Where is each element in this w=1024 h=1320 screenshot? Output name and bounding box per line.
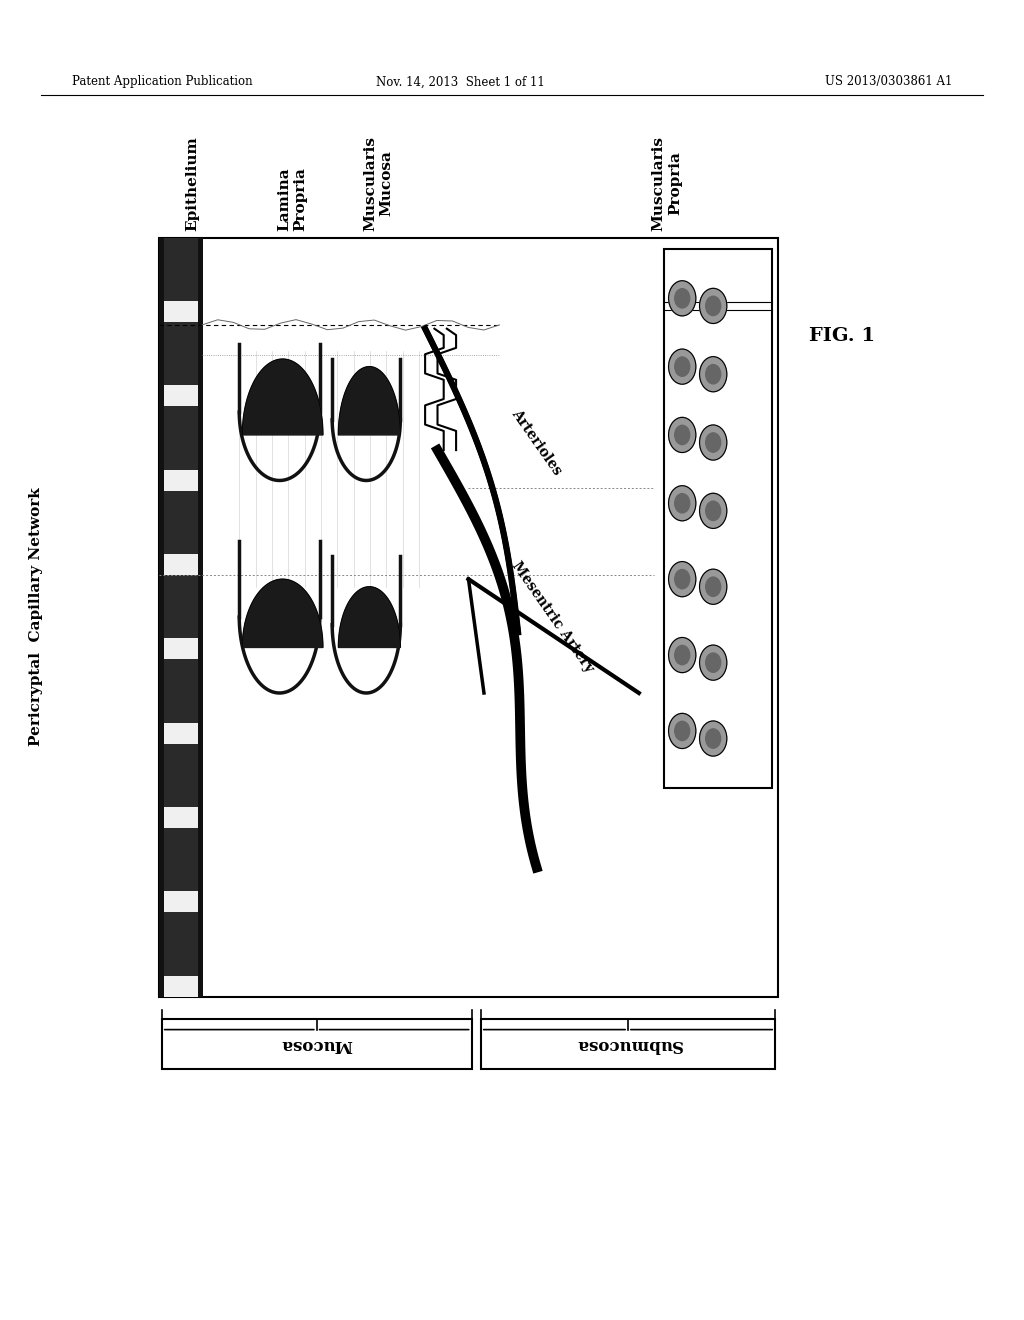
Circle shape xyxy=(675,356,690,376)
Bar xyxy=(164,301,202,322)
Circle shape xyxy=(669,281,696,315)
Bar xyxy=(481,1019,775,1069)
Circle shape xyxy=(675,425,690,445)
Bar xyxy=(164,722,202,743)
Bar xyxy=(164,849,202,870)
Circle shape xyxy=(675,721,690,741)
Circle shape xyxy=(675,569,690,589)
Circle shape xyxy=(699,645,727,680)
Circle shape xyxy=(706,433,721,453)
Circle shape xyxy=(669,561,696,597)
Circle shape xyxy=(706,364,721,384)
Text: US 2013/0303861 A1: US 2013/0303861 A1 xyxy=(825,75,952,88)
Circle shape xyxy=(675,645,690,665)
Circle shape xyxy=(699,721,727,756)
Bar xyxy=(164,638,202,659)
Bar xyxy=(164,512,202,533)
Bar xyxy=(162,1019,472,1069)
Circle shape xyxy=(699,425,727,461)
Circle shape xyxy=(675,289,690,308)
Bar xyxy=(164,259,202,280)
Circle shape xyxy=(706,653,721,672)
Polygon shape xyxy=(338,587,400,647)
Circle shape xyxy=(675,494,690,513)
Polygon shape xyxy=(243,359,323,436)
Text: Arterioles: Arterioles xyxy=(509,407,564,478)
Text: Muscularis
Mucosa: Muscularis Mucosa xyxy=(364,136,394,231)
Circle shape xyxy=(699,569,727,605)
Bar xyxy=(164,428,202,449)
Bar xyxy=(164,764,202,785)
Circle shape xyxy=(706,577,721,597)
Polygon shape xyxy=(338,367,400,436)
Bar xyxy=(159,238,164,997)
Text: Submucosa: Submucosa xyxy=(574,1036,681,1052)
Circle shape xyxy=(706,729,721,748)
Text: Muscularis
Propria: Muscularis Propria xyxy=(651,136,682,231)
Circle shape xyxy=(706,296,721,315)
Text: Pericryptal  Capillary Network: Pericryptal Capillary Network xyxy=(29,487,43,747)
Circle shape xyxy=(669,348,696,384)
Bar xyxy=(164,470,202,491)
Bar xyxy=(164,975,202,997)
Circle shape xyxy=(669,417,696,453)
Text: Patent Application Publication: Patent Application Publication xyxy=(72,75,252,88)
Bar xyxy=(164,385,202,407)
Circle shape xyxy=(699,288,727,323)
Bar xyxy=(164,554,202,576)
Circle shape xyxy=(699,356,727,392)
Text: Lamina
Propria: Lamina Propria xyxy=(276,168,307,231)
Bar xyxy=(164,891,202,912)
Bar xyxy=(664,249,772,788)
Text: Mesentric Artery: Mesentric Artery xyxy=(509,560,596,675)
Bar xyxy=(164,933,202,954)
Bar xyxy=(159,238,204,997)
Circle shape xyxy=(699,494,727,528)
Text: Epithelium: Epithelium xyxy=(185,136,200,231)
Text: Mucosa: Mucosa xyxy=(281,1036,352,1052)
Circle shape xyxy=(706,502,721,520)
Bar xyxy=(164,680,202,701)
Bar xyxy=(159,238,778,997)
Bar xyxy=(164,597,202,618)
Text: FIG. 1: FIG. 1 xyxy=(809,327,876,346)
Bar xyxy=(199,238,204,997)
Circle shape xyxy=(669,638,696,673)
Text: Nov. 14, 2013  Sheet 1 of 11: Nov. 14, 2013 Sheet 1 of 11 xyxy=(377,75,545,88)
Bar xyxy=(164,343,202,364)
Bar xyxy=(164,807,202,828)
Polygon shape xyxy=(243,579,323,647)
Circle shape xyxy=(669,713,696,748)
Circle shape xyxy=(669,486,696,521)
